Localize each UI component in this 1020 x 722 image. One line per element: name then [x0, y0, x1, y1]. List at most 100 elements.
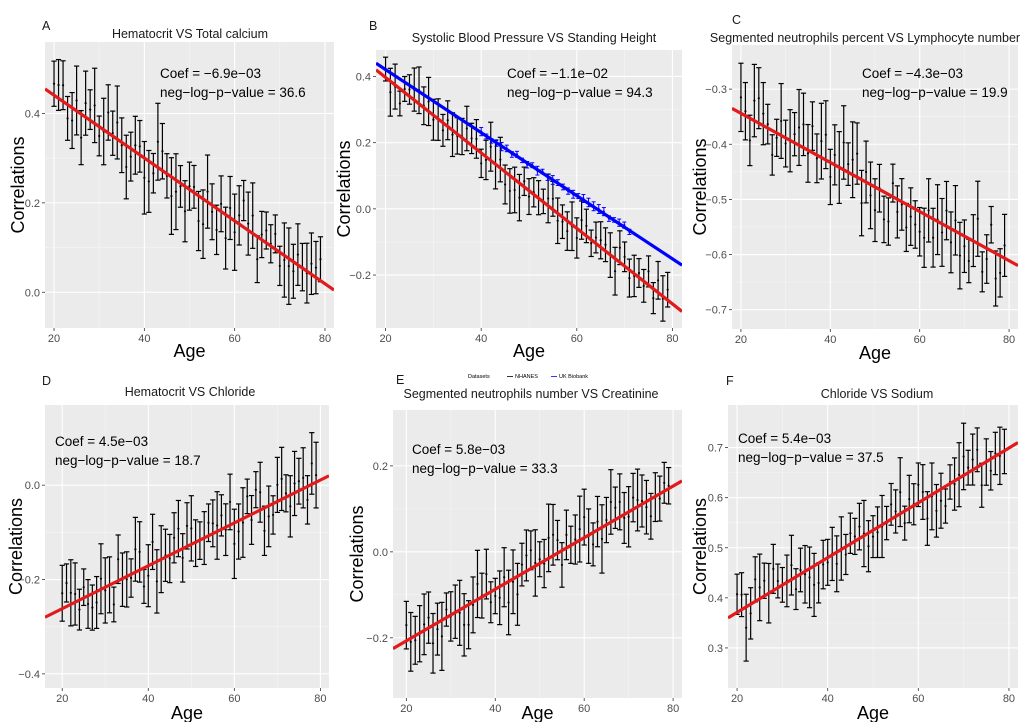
- data-point: [476, 582, 479, 586]
- data-point: [858, 525, 861, 528]
- data-point: [604, 243, 607, 246]
- data-point: [498, 596, 501, 599]
- data-layer: [376, 56, 682, 322]
- data-point: [423, 623, 426, 626]
- data-point: [263, 529, 266, 532]
- data-point: [265, 229, 268, 232]
- data-point: [280, 477, 283, 481]
- x-tick-label: 40: [142, 693, 154, 705]
- data-point: [525, 554, 528, 557]
- pvalue-annotation: neg−log−p−value = 19.9: [862, 85, 1008, 100]
- y-tick-label: 0.6: [708, 493, 723, 505]
- data-point: [190, 527, 193, 530]
- data-point: [803, 573, 807, 576]
- data-point: [985, 257, 988, 261]
- data-point: [1003, 244, 1006, 247]
- y-tick-label: −0.3: [705, 84, 727, 96]
- data-point: [999, 271, 1002, 274]
- data-point: [815, 157, 819, 160]
- x-axis-title: Age: [521, 703, 553, 722]
- data-point: [93, 104, 96, 107]
- data-point: [86, 602, 90, 606]
- data-point: [600, 537, 604, 541]
- data-point: [319, 258, 322, 261]
- data-point: [242, 199, 245, 202]
- data-point: [909, 215, 912, 218]
- pvalue-annotation: neg−log−p−value = 36.6: [160, 85, 306, 100]
- data-point: [547, 536, 550, 539]
- x-tick-label: 40: [475, 333, 487, 345]
- data-point: [899, 491, 902, 494]
- panel-title: Hematocrit VS Chloride: [125, 385, 256, 399]
- data-point: [594, 236, 598, 239]
- x-tick-label: 80: [667, 703, 679, 715]
- data-point: [470, 137, 473, 140]
- data-point: [147, 574, 150, 577]
- x-tick-label: 20: [48, 333, 60, 345]
- data-point: [489, 601, 492, 604]
- data-point: [869, 194, 872, 197]
- panel-letter: D: [42, 374, 51, 388]
- y-tick-label: −0.2: [18, 575, 40, 587]
- data-point: [799, 568, 802, 572]
- data-point: [251, 214, 254, 217]
- data-point: [445, 608, 448, 611]
- data-point: [427, 100, 430, 103]
- data-point: [887, 220, 890, 223]
- data-point: [80, 136, 83, 139]
- data-point: [551, 533, 555, 536]
- data-point: [254, 488, 257, 491]
- pvalue-annotation: neg−log−p−value = 37.5: [738, 450, 884, 465]
- data-point: [940, 231, 944, 234]
- data-point: [440, 635, 444, 638]
- data-point: [748, 139, 751, 142]
- x-tick-label: 60: [571, 333, 583, 345]
- data-point: [499, 158, 502, 161]
- data-point: [405, 624, 408, 627]
- data-point: [82, 586, 85, 589]
- data-point: [971, 458, 974, 461]
- data-point: [170, 194, 173, 198]
- x-tick-label: 80: [319, 333, 331, 345]
- y-tick-label: −0.4: [705, 139, 727, 151]
- panel-title: Segmented neutrophils number VS Creatini…: [403, 387, 658, 401]
- data-point: [811, 124, 814, 128]
- legend: Datasets NHANES UK Biobank: [468, 374, 588, 380]
- data-point: [529, 549, 532, 552]
- data-point: [207, 521, 210, 524]
- data-point: [427, 616, 430, 619]
- data-point: [432, 118, 435, 121]
- x-axis-title: Age: [173, 341, 205, 361]
- data-point: [480, 162, 483, 165]
- data-point: [471, 603, 475, 606]
- data-point: [61, 84, 65, 87]
- data-point: [465, 127, 468, 130]
- fit-line-nhanes: [393, 479, 682, 650]
- panel-letter: B: [369, 19, 377, 33]
- data-point: [143, 176, 146, 179]
- data-point: [247, 222, 250, 225]
- data-point: [575, 236, 578, 240]
- data-point: [739, 96, 743, 99]
- data-point: [151, 540, 154, 543]
- data-point: [458, 611, 461, 614]
- data-point: [98, 134, 101, 138]
- panel-title: Hematocrit VS Total calcium: [112, 27, 268, 41]
- data-point: [95, 601, 98, 604]
- data-point: [793, 133, 796, 136]
- data-point: [958, 254, 962, 257]
- data-point: [297, 480, 300, 483]
- data-point: [754, 578, 757, 581]
- data-point: [829, 175, 832, 179]
- x-tick-label: 40: [822, 693, 834, 705]
- data-point: [949, 241, 953, 244]
- data-point: [794, 588, 798, 591]
- y-tick-label: −0.2: [366, 633, 388, 645]
- data-point: [766, 123, 769, 126]
- data-point: [278, 264, 281, 267]
- data-point: [69, 591, 72, 594]
- panel-c: 20 40 60 80 −0.7 −0.6 −0.5 −0.4 −0.3 C Segmented n…: [690, 13, 1020, 363]
- data-point: [605, 518, 608, 522]
